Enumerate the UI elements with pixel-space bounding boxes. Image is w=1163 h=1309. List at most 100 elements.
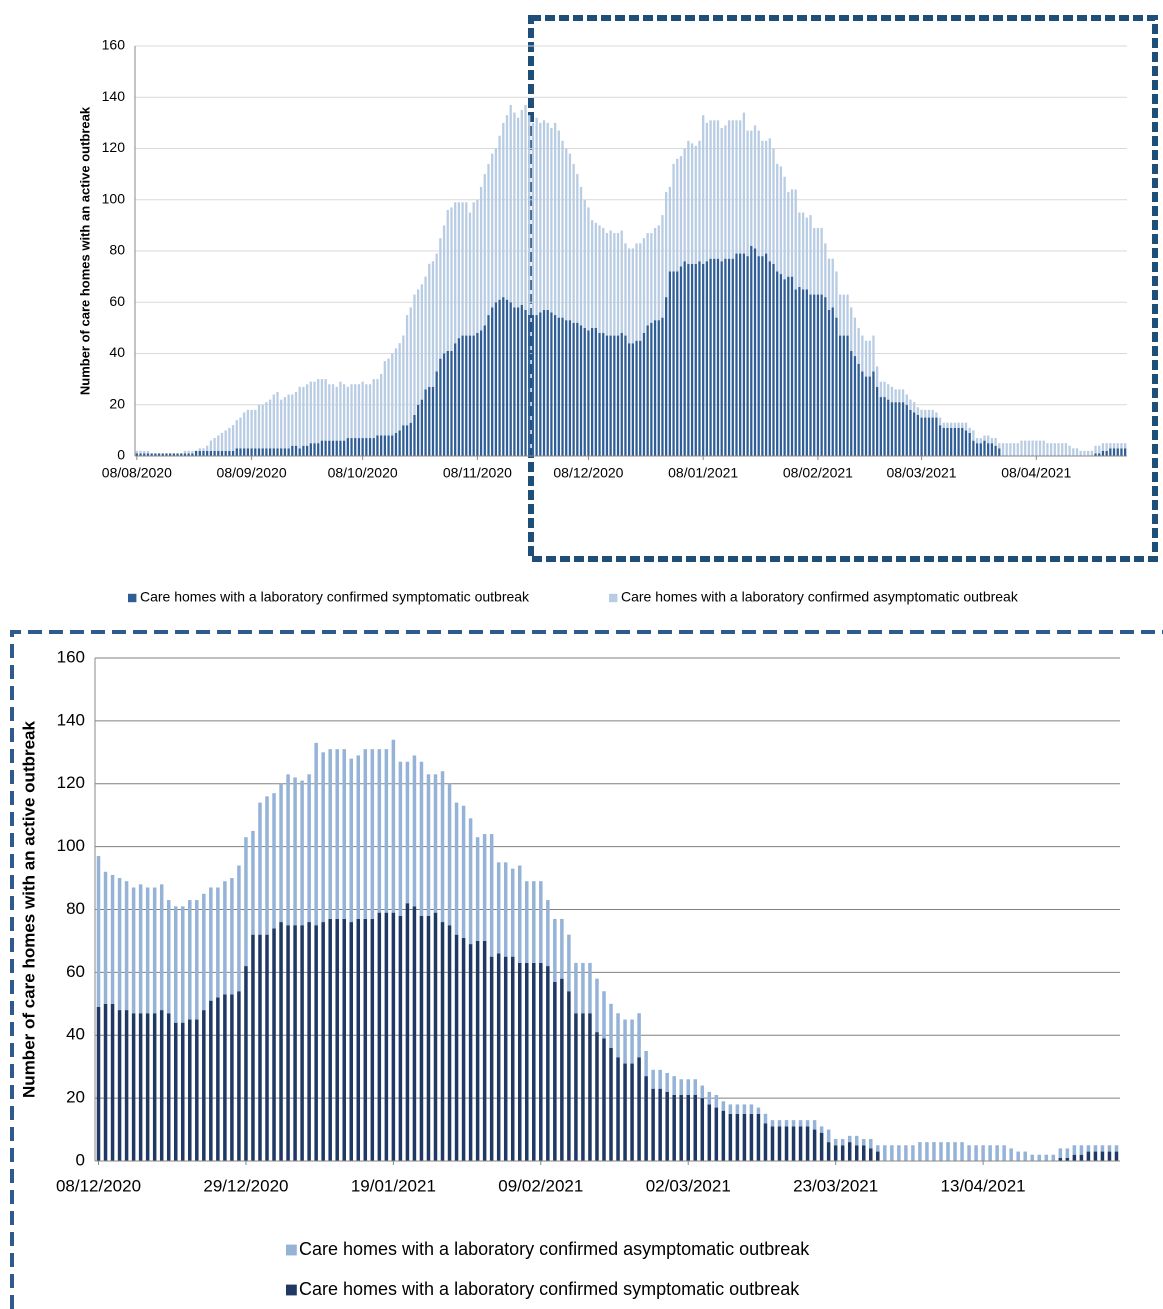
bar-segment xyxy=(777,1120,782,1127)
bar-segment xyxy=(813,227,816,295)
bar-segment xyxy=(159,884,164,1011)
bar-segment xyxy=(376,379,379,436)
bar-segment xyxy=(642,333,646,456)
bar-segment xyxy=(901,402,905,456)
bar-segment xyxy=(683,148,686,262)
bar-segment xyxy=(405,425,409,456)
bar-segment xyxy=(516,117,520,308)
bar-segment xyxy=(145,887,150,1014)
y-tick-label: 140 xyxy=(57,710,85,729)
bar-segment xyxy=(609,230,612,336)
bar-segment xyxy=(405,903,410,1161)
bar-segment xyxy=(628,248,631,344)
bar-segment xyxy=(209,440,213,451)
bar-segment xyxy=(913,402,916,413)
bar-segment xyxy=(419,761,424,916)
bar-segment xyxy=(298,448,301,456)
bar-segment xyxy=(440,771,445,923)
legend-swatch xyxy=(286,1244,297,1256)
bar-segment xyxy=(1016,1151,1020,1161)
bar-segment xyxy=(165,453,168,456)
bar-segment xyxy=(363,749,368,919)
bar-segment xyxy=(465,335,468,456)
bar-segment xyxy=(346,386,349,439)
bar-segment xyxy=(846,294,849,336)
bar-segment xyxy=(517,865,522,963)
bar-segment xyxy=(1072,1154,1077,1161)
bar-segment xyxy=(639,243,642,341)
bar-segment xyxy=(476,199,479,333)
bar-segment xyxy=(557,130,560,318)
bar-segment xyxy=(847,1142,852,1161)
bar-segment xyxy=(750,245,753,456)
bar-segment xyxy=(657,225,660,321)
bar-segment xyxy=(974,1145,978,1161)
bar-segment xyxy=(532,881,536,963)
bar-segment xyxy=(465,202,468,336)
bar-segment xyxy=(576,322,579,456)
bar-segment xyxy=(581,962,585,1014)
bar-segment xyxy=(335,386,338,441)
bar-segment xyxy=(707,1104,712,1161)
bar-segment xyxy=(239,417,242,449)
bar-segment xyxy=(440,922,445,1161)
bar-segment xyxy=(609,1003,613,1048)
bar-segment xyxy=(553,122,557,316)
bar-segment xyxy=(838,335,842,456)
bar-segment xyxy=(370,918,375,1161)
bar-segment xyxy=(439,358,442,456)
y-tick-label: 20 xyxy=(66,1088,85,1107)
bar-segment xyxy=(784,1126,789,1161)
bar-segment xyxy=(265,402,268,449)
legend-swatch xyxy=(286,1284,297,1296)
bar-segment xyxy=(1038,440,1042,456)
bar-segment xyxy=(861,371,864,456)
y-tick-label: 80 xyxy=(109,242,125,258)
y-tick-label: 40 xyxy=(109,344,125,360)
bar-segment xyxy=(539,122,542,313)
bar-segment xyxy=(520,110,523,305)
bar-segment xyxy=(772,148,775,264)
bar-segment xyxy=(320,440,324,456)
bar-segment xyxy=(1105,450,1108,456)
bar-segment xyxy=(342,384,346,441)
bar-segment xyxy=(879,397,882,456)
bar-segment xyxy=(872,371,875,456)
bar-segment xyxy=(658,1069,662,1089)
bar-segment xyxy=(816,294,820,456)
bar-segment xyxy=(568,153,572,321)
bar-segment xyxy=(901,389,905,403)
bar-segment xyxy=(968,427,971,433)
x-tick-label: 13/04/2021 xyxy=(941,1176,1026,1195)
x-tick-label: 08/10/2020 xyxy=(328,465,398,481)
bar-segment xyxy=(553,981,557,1161)
bar-segment xyxy=(924,409,927,418)
bar-segment xyxy=(350,438,353,456)
bar-segment xyxy=(532,962,536,1161)
bar-segment xyxy=(461,335,464,456)
bar-segment xyxy=(630,1063,634,1161)
bar-segment xyxy=(198,448,201,451)
bar-segment xyxy=(317,379,320,444)
bar-segment xyxy=(454,802,459,935)
bar-segment xyxy=(735,1113,740,1161)
bar-segment xyxy=(1068,445,1071,456)
bar-segment xyxy=(833,1145,838,1161)
bar-segment xyxy=(220,432,224,451)
bar-segment xyxy=(683,261,686,456)
bar-segment xyxy=(483,325,486,456)
bar-segment xyxy=(1024,440,1027,456)
bar-segment xyxy=(305,384,309,446)
bar-segment xyxy=(714,1094,719,1108)
bar-segment xyxy=(191,453,194,456)
bar-segment xyxy=(872,335,875,372)
bar-segment xyxy=(268,399,272,449)
bar-segment xyxy=(623,1019,627,1064)
bar-segment xyxy=(572,163,575,323)
x-tick-label: 09/02/2021 xyxy=(498,1176,583,1195)
bar-segment xyxy=(1109,448,1112,456)
bar-segment xyxy=(433,774,438,913)
bar-segment xyxy=(173,906,178,1023)
bar-segment xyxy=(502,122,505,298)
bar-segment xyxy=(602,1038,606,1161)
